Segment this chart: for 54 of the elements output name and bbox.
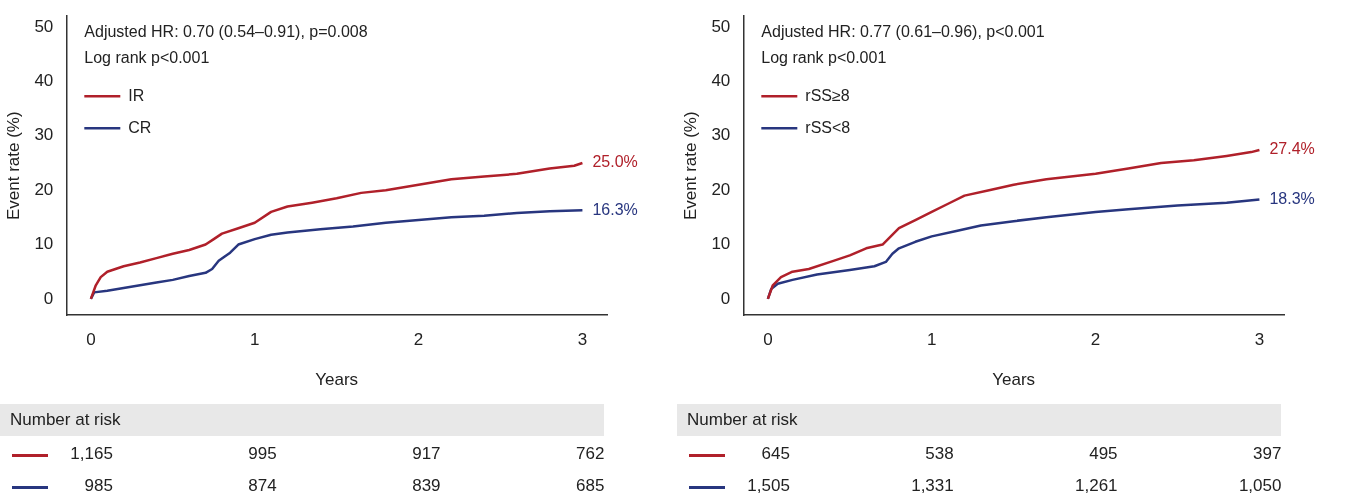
text: 397 — [1253, 444, 1282, 464]
legend-label: IR — [128, 86, 145, 104]
y-tick-label: 10 — [34, 234, 54, 254]
legend-label: rSS≥8 — [805, 86, 850, 104]
legend-label: CR — [128, 118, 152, 136]
x-tick-label: 1 — [927, 330, 937, 350]
x-tick-label: 1 — [250, 330, 260, 350]
x-tick-label: 0 — [86, 330, 96, 350]
annotation: Adjusted HR: 0.77 (0.61–0.96), p<0.001 — [761, 22, 1045, 40]
y-axis-title: Event rate (%) — [3, 111, 23, 221]
data-label: 27.4% — [1269, 140, 1315, 158]
y-tick-label: 30 — [34, 125, 54, 145]
text: 1,261 — [1075, 476, 1118, 496]
text: 645 — [761, 444, 790, 464]
text: 1,331 — [911, 476, 954, 496]
y-tick-label: 0 — [43, 288, 54, 308]
annotation: Log rank p<0.001 — [761, 48, 887, 66]
data-label: 25.0% — [592, 153, 638, 171]
y-tick-label: 40 — [34, 71, 54, 91]
y-tick-label: 30 — [711, 125, 731, 145]
y-tick-label: 20 — [711, 179, 731, 199]
y-axis-title: Event rate (%) — [680, 111, 700, 221]
y-tick-label: 20 — [34, 179, 54, 199]
data-label: 18.3% — [1269, 189, 1315, 207]
x-tick-label: 2 — [413, 330, 424, 350]
text: 995 — [248, 444, 277, 464]
text: 1,165 — [70, 444, 113, 464]
y-tick-label: 0 — [720, 288, 731, 308]
y-tick-label: 50 — [711, 16, 731, 36]
text: 538 — [925, 444, 954, 464]
x-tick-label: 3 — [1254, 330, 1265, 350]
text: 839 — [412, 476, 441, 496]
legend-label: rSS<8 — [805, 118, 851, 136]
x-tick-label: 2 — [1090, 330, 1101, 350]
x-axis-title: Years — [315, 370, 359, 390]
data-label: 16.3% — [592, 200, 638, 218]
y-tick-label: 40 — [711, 71, 731, 91]
annotation: Log rank p<0.001 — [84, 48, 210, 66]
x-axis-title: Years — [992, 370, 1036, 390]
y-tick-label: 50 — [34, 16, 54, 36]
x-tick-label: 3 — [577, 330, 588, 350]
annotation: Adjusted HR: 0.70 (0.54–0.91), p=0.008 — [84, 22, 368, 40]
text: Number at risk — [687, 410, 798, 430]
text: 874 — [248, 476, 277, 496]
text: 495 — [1089, 444, 1118, 464]
text: 762 — [576, 444, 605, 464]
text: 917 — [412, 444, 441, 464]
text: 985 — [84, 476, 113, 496]
x-tick-label: 0 — [763, 330, 773, 350]
text: 685 — [576, 476, 605, 496]
text: 1,050 — [1238, 476, 1282, 496]
text: Number at risk — [10, 410, 121, 430]
y-tick-label: 10 — [711, 234, 731, 254]
text: 1,505 — [747, 476, 790, 496]
